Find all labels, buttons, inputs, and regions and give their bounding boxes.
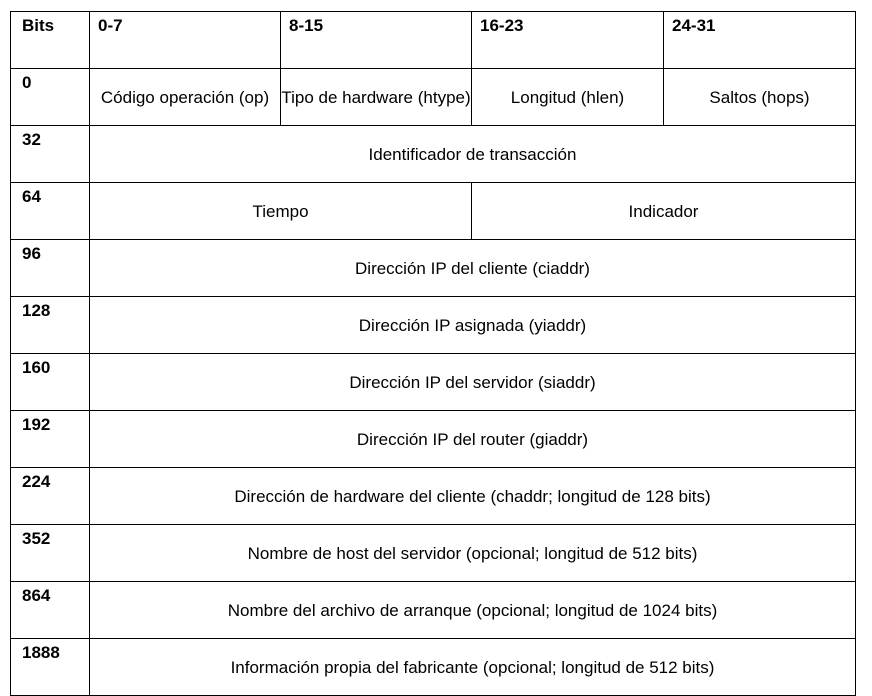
table-row: 864 Nombre del archivo de arranque (opci… <box>10 581 856 639</box>
table-row: 32 Identificador de transacción <box>10 125 856 183</box>
packet-format-table: Bits 0-7 8-15 16-23 24-31 0 Código opera… <box>10 11 856 696</box>
bits-header: Bits <box>10 11 90 69</box>
bit-offset: 192 <box>10 410 90 468</box>
table-row: 160 Dirección IP del servidor (siaddr) <box>10 353 856 411</box>
field-hlen: Longitud (hlen) <box>471 68 664 126</box>
bit-range-header-8-15: 8-15 <box>280 11 472 69</box>
field-file: Nombre del archivo de arranque (opcional… <box>89 581 856 639</box>
field-yiaddr: Dirección IP asignada (yiaddr) <box>89 296 856 354</box>
table-row: 128 Dirección IP asignada (yiaddr) <box>10 296 856 354</box>
bit-offset: 160 <box>10 353 90 411</box>
bit-range-header-16-23: 16-23 <box>471 11 664 69</box>
field-ciaddr: Dirección IP del cliente (ciaddr) <box>89 239 856 297</box>
table-row: 1888 Información propia del fabricante (… <box>10 638 856 696</box>
field-xid: Identificador de transacción <box>89 125 856 183</box>
bit-range-header-24-31: 24-31 <box>663 11 856 69</box>
table-row: 64 Tiempo Indicador <box>10 182 856 240</box>
field-siaddr: Dirección IP del servidor (siaddr) <box>89 353 856 411</box>
table-row: 0 Código operación (op) Tipo de hardware… <box>10 68 856 126</box>
field-sname: Nombre de host del servidor (opcional; l… <box>89 524 856 582</box>
bit-offset: 864 <box>10 581 90 639</box>
table-row: 192 Dirección IP del router (giaddr) <box>10 410 856 468</box>
bit-range-header-0-7: 0-7 <box>89 11 281 69</box>
field-flags: Indicador <box>471 182 856 240</box>
field-chaddr: Dirección de hardware del cliente (chadd… <box>89 467 856 525</box>
header-row: Bits 0-7 8-15 16-23 24-31 <box>10 11 856 69</box>
field-giaddr: Dirección IP del router (giaddr) <box>89 410 856 468</box>
bit-offset: 32 <box>10 125 90 183</box>
table-row: 352 Nombre de host del servidor (opciona… <box>10 524 856 582</box>
table-row: 224 Dirección de hardware del cliente (c… <box>10 467 856 525</box>
bit-offset: 1888 <box>10 638 90 696</box>
field-op: Código operación (op) <box>89 68 281 126</box>
bit-offset: 352 <box>10 524 90 582</box>
bit-offset: 96 <box>10 239 90 297</box>
bit-offset: 64 <box>10 182 90 240</box>
bit-offset: 0 <box>10 68 90 126</box>
field-vend: Información propia del fabricante (opcio… <box>89 638 856 696</box>
field-htype: Tipo de hardware (htype) <box>280 68 472 126</box>
packet-format-table-container: Bits 0-7 8-15 16-23 24-31 0 Código opera… <box>10 11 856 696</box>
field-hops: Saltos (hops) <box>663 68 856 126</box>
bit-offset: 224 <box>10 467 90 525</box>
bit-offset: 128 <box>10 296 90 354</box>
table-row: 96 Dirección IP del cliente (ciaddr) <box>10 239 856 297</box>
field-secs: Tiempo <box>89 182 472 240</box>
